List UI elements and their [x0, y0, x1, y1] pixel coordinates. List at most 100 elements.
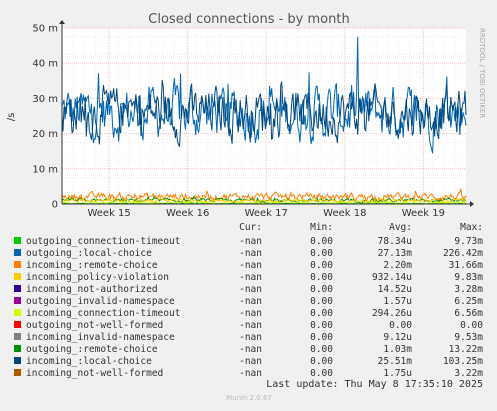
- legend-swatch: [14, 237, 21, 244]
- legend: Cur: Min: Avg: Max: outgoing_connection-time…: [14, 222, 483, 379]
- munin-version: Munin 2.0.67: [226, 394, 272, 402]
- legend-value-avg: 2.20m: [383, 260, 412, 271]
- legend-swatch: [14, 369, 21, 376]
- legend-value-avg: 78.34u: [378, 236, 412, 247]
- legend-value-max: 6.56m: [454, 308, 483, 319]
- legend-value-avg: 294.26u: [372, 308, 412, 319]
- x-tick-label: Week 15: [87, 208, 130, 219]
- legend-swatch: [14, 345, 21, 352]
- legend-header-avg: Avg:: [389, 222, 412, 233]
- legend-swatch: [14, 333, 21, 340]
- legend-header-cur: Cur:: [239, 222, 262, 233]
- legend-value-min: 0.00: [310, 368, 333, 379]
- legend-value-max: 13.22m: [449, 344, 484, 355]
- legend-value-min: 0.00: [310, 296, 333, 307]
- y-axis-arrow: [59, 20, 65, 24]
- legend-series-name: incoming_connection-timeout: [26, 308, 180, 319]
- legend-series-name: outgoing_connection-timeout: [26, 236, 180, 247]
- legend-value-avg: 1.03m: [383, 344, 412, 355]
- legend-value-avg: 14.52u: [378, 284, 412, 295]
- legend-header-min: Min:: [310, 222, 333, 233]
- legend-value-min: 0.00: [310, 320, 333, 331]
- rrdtool-side-label: RRDTOOL / TOBI OETIKER: [478, 28, 486, 118]
- legend-value-cur: -nan: [239, 308, 262, 319]
- y-tick-label: 30 m: [32, 94, 58, 105]
- legend-series-name: outgoing_not-well-formed: [26, 320, 163, 331]
- legend-value-cur: -nan: [239, 296, 262, 307]
- legend-value-avg: 1.57u: [383, 296, 412, 307]
- legend-series-name: outgoing_invalid-namespace: [26, 296, 175, 307]
- legend-series-name: incoming_:remote-choice: [26, 260, 158, 271]
- chart-title: Closed connections - by month: [148, 12, 349, 27]
- legend-series-name: incoming_not-well-formed: [26, 368, 163, 379]
- x-tick-label: Week 17: [245, 208, 288, 219]
- legend-value-max: 3.22m: [454, 368, 483, 379]
- legend-swatch: [14, 297, 21, 304]
- legend-value-min: 0.00: [310, 344, 333, 355]
- y-tick-label: 40 m: [32, 59, 58, 70]
- legend-swatch: [14, 309, 21, 316]
- legend-value-cur: -nan: [239, 272, 262, 283]
- legend-series-name: incoming_invalid-namespace: [26, 332, 175, 343]
- legend-swatch: [14, 285, 21, 292]
- legend-series-name: outgoing_:remote-choice: [26, 344, 158, 355]
- series-line-incoming-local-choice: [61, 80, 467, 147]
- y-tick-label: 0: [52, 200, 58, 211]
- legend-value-cur: -nan: [239, 320, 262, 331]
- legend-swatch: [14, 261, 21, 268]
- legend-swatch: [14, 357, 21, 364]
- legend-series-name: incoming_policy-violation: [26, 272, 169, 283]
- legend-value-max: 3.28m: [454, 284, 483, 295]
- legend-value-cur: -nan: [239, 368, 262, 379]
- x-tick-label: Week 16: [166, 208, 209, 219]
- legend-value-avg: 25.51m: [378, 356, 413, 367]
- legend-swatch: [14, 273, 21, 280]
- legend-value-min: 0.00: [310, 236, 333, 247]
- legend-value-cur: -nan: [239, 248, 262, 259]
- series-line-outgoing-local-choice: [61, 36, 467, 154]
- last-update: Last update: Thu May 8 17:35:10 2025: [266, 379, 483, 390]
- legend-value-max: 31.66m: [449, 260, 484, 271]
- legend-value-min: 0.00: [310, 332, 333, 343]
- legend-value-avg: 0.00: [389, 320, 412, 331]
- legend-value-avg: 1.75u: [383, 368, 412, 379]
- legend-value-avg: 9.12u: [383, 332, 412, 343]
- y-tick-label: 50 m: [32, 24, 58, 35]
- legend-swatch: [14, 249, 21, 256]
- legend-value-cur: -nan: [239, 332, 262, 343]
- legend-value-avg: 27.13m: [378, 248, 413, 259]
- y-tick-label: 10 m: [32, 164, 58, 175]
- legend-value-min: 0.00: [310, 260, 333, 271]
- legend-value-max: 9.83m: [454, 272, 483, 283]
- x-tick-label: Week 18: [323, 208, 366, 219]
- legend-value-max: 103.25m: [443, 356, 483, 367]
- legend-value-max: 226.42m: [443, 248, 483, 259]
- series-line-incoming-policy-violation: [61, 197, 467, 204]
- series-line-outgoing-remote-choice: [61, 195, 467, 204]
- y-tick-label: 20 m: [32, 129, 58, 140]
- legend-value-min: 0.00: [310, 284, 333, 295]
- legend-value-cur: -nan: [239, 344, 262, 355]
- legend-value-avg: 932.14u: [372, 272, 412, 283]
- legend-header-max: Max:: [460, 222, 483, 233]
- legend-value-max: 0.00: [460, 320, 483, 331]
- legend-value-cur: -nan: [239, 284, 262, 295]
- legend-swatch: [14, 321, 21, 328]
- legend-value-max: 9.53m: [454, 332, 483, 343]
- legend-value-max: 9.73m: [454, 236, 483, 247]
- legend-value-min: 0.00: [310, 356, 333, 367]
- legend-value-max: 6.25m: [454, 296, 483, 307]
- y-axis-label: /s: [6, 113, 17, 122]
- legend-value-cur: -nan: [239, 260, 262, 271]
- legend-value-min: 0.00: [310, 308, 333, 319]
- x-axis-arrow: [470, 201, 474, 207]
- legend-series-name: outgoing_:local-choice: [26, 248, 152, 259]
- legend-series-name: incoming_not-authorized: [26, 284, 158, 295]
- axes: 0 10 m 20 m 30 m 40 m 50 m Week 15 Week 16 Week …: [32, 20, 474, 219]
- series-line-incoming-remote-choice: [61, 188, 467, 202]
- legend-series-name: incoming_:local-choice: [26, 356, 152, 367]
- legend-value-cur: -nan: [239, 356, 262, 367]
- legend-value-min: 0.00: [310, 248, 333, 259]
